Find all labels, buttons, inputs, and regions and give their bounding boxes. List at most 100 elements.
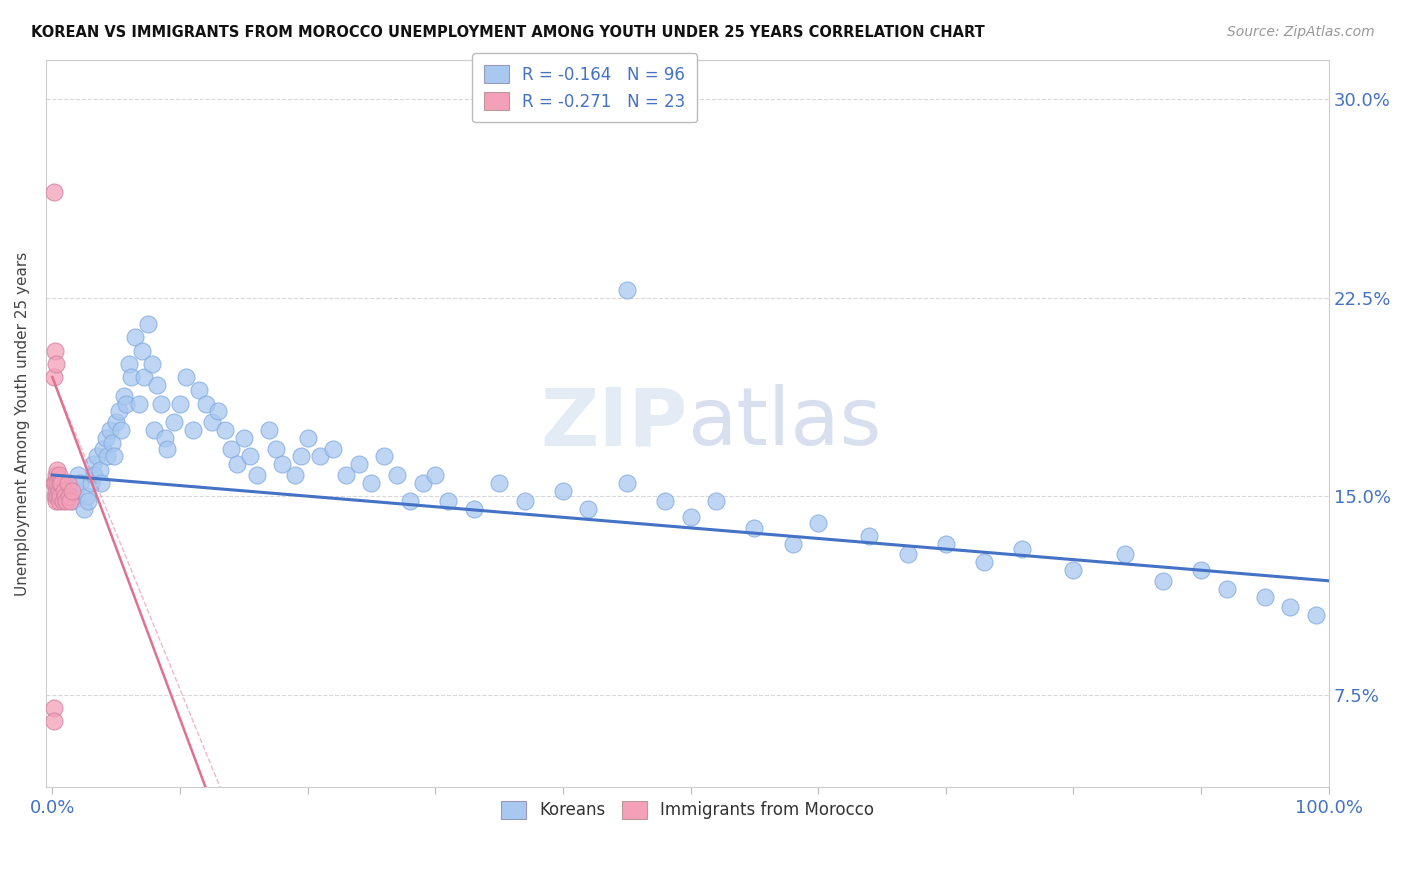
Point	[69, 475, 91, 490]
Point	[259, 423, 281, 437]
Point	[188, 384, 211, 398]
Point	[51, 475, 73, 490]
Point	[156, 442, 179, 456]
Point	[45, 357, 67, 371]
Point	[96, 450, 118, 464]
Point	[143, 423, 166, 437]
Point	[134, 370, 156, 384]
Point	[616, 283, 638, 297]
Text: ZIP: ZIP	[540, 384, 688, 462]
Point	[169, 396, 191, 410]
Point	[98, 423, 121, 437]
Point	[48, 483, 70, 498]
Point	[463, 502, 485, 516]
Point	[49, 489, 72, 503]
Point	[297, 431, 319, 445]
Point	[141, 357, 163, 371]
Point	[103, 450, 125, 464]
Point	[347, 458, 370, 472]
Point	[219, 442, 242, 456]
Point	[58, 489, 80, 503]
Point	[704, 494, 727, 508]
Point	[1215, 582, 1237, 596]
Point	[42, 714, 65, 728]
Point	[45, 483, 67, 498]
Point	[112, 389, 135, 403]
Point	[110, 423, 132, 437]
Point	[309, 450, 332, 464]
Point	[42, 370, 65, 384]
Point	[335, 467, 357, 482]
Point	[45, 494, 67, 508]
Point	[412, 475, 434, 490]
Point	[44, 489, 66, 503]
Point	[77, 494, 100, 508]
Point	[858, 529, 880, 543]
Point	[45, 467, 67, 482]
Text: KOREAN VS IMMIGRANTS FROM MOROCCO UNEMPLOYMENT AMONG YOUTH UNDER 25 YEARS CORREL: KOREAN VS IMMIGRANTS FROM MOROCCO UNEMPL…	[31, 25, 984, 40]
Point	[245, 467, 267, 482]
Point	[181, 423, 204, 437]
Point	[46, 463, 69, 477]
Point	[271, 458, 294, 472]
Point	[105, 415, 128, 429]
Y-axis label: Unemployment Among Youth under 25 years: Unemployment Among Youth under 25 years	[15, 252, 30, 596]
Point	[239, 450, 262, 464]
Point	[128, 396, 150, 410]
Point	[284, 467, 307, 482]
Point	[65, 483, 87, 498]
Point	[1011, 542, 1033, 557]
Point	[1189, 563, 1212, 577]
Point	[115, 396, 138, 410]
Point	[973, 555, 995, 569]
Point	[153, 431, 176, 445]
Point	[1279, 600, 1302, 615]
Point	[79, 475, 101, 490]
Point	[1254, 590, 1277, 604]
Point	[46, 489, 69, 503]
Point	[616, 475, 638, 490]
Point	[101, 436, 124, 450]
Point	[136, 317, 159, 331]
Point	[44, 475, 66, 490]
Point	[56, 489, 79, 503]
Point	[385, 467, 408, 482]
Point	[1114, 547, 1136, 561]
Point	[398, 494, 420, 508]
Point	[226, 458, 249, 472]
Point	[124, 330, 146, 344]
Point	[1305, 608, 1327, 623]
Point	[60, 483, 83, 498]
Point	[56, 475, 79, 490]
Point	[121, 370, 143, 384]
Point	[513, 494, 536, 508]
Point	[935, 537, 957, 551]
Point	[214, 423, 236, 437]
Point	[46, 475, 69, 490]
Point	[194, 396, 217, 410]
Point	[146, 378, 169, 392]
Point	[55, 494, 77, 508]
Point	[149, 396, 172, 410]
Point	[322, 442, 344, 456]
Point	[89, 463, 111, 477]
Text: atlas: atlas	[688, 384, 882, 462]
Point	[48, 494, 70, 508]
Point	[578, 502, 600, 516]
Point	[807, 516, 830, 530]
Point	[654, 494, 676, 508]
Point	[86, 450, 108, 464]
Point	[66, 467, 89, 482]
Point	[201, 415, 224, 429]
Point	[1152, 574, 1174, 588]
Point	[59, 494, 82, 508]
Point	[48, 467, 70, 482]
Point	[264, 442, 287, 456]
Point	[207, 404, 229, 418]
Point	[76, 489, 98, 503]
Point	[744, 521, 766, 535]
Point	[425, 467, 447, 482]
Point	[52, 483, 75, 498]
Point	[176, 370, 198, 384]
Point	[53, 489, 76, 503]
